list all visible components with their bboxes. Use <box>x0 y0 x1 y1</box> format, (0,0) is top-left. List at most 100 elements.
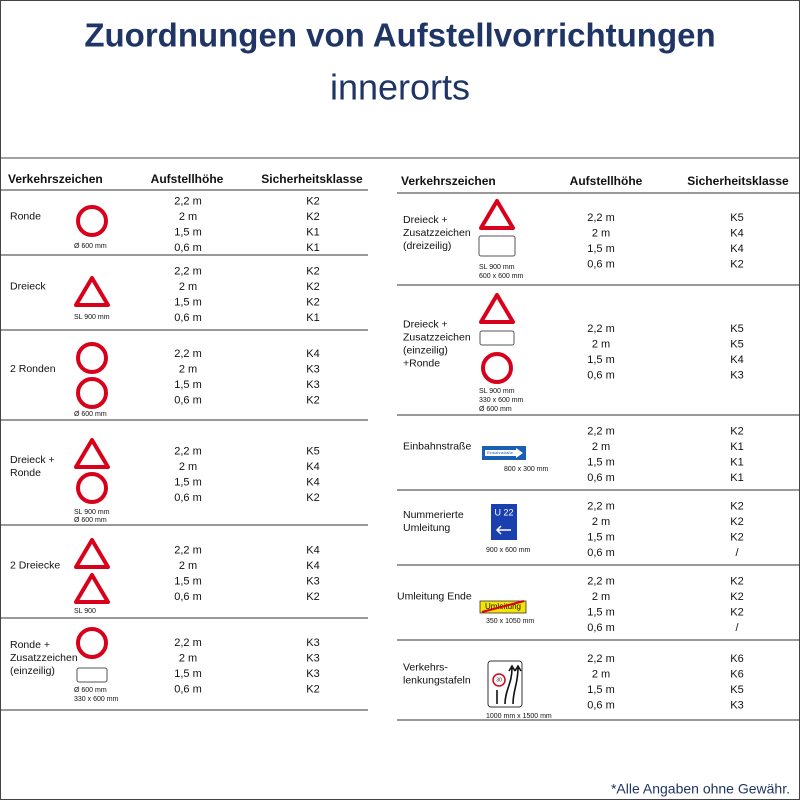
sign-text: Einbahnstraße <box>487 450 514 455</box>
size-label: SL 900 mm <box>479 388 515 395</box>
class-value: K2 <box>730 606 743 618</box>
class-value: K2 <box>306 492 319 504</box>
size-label: Ø 600 mm <box>74 687 107 694</box>
triangle-sign <box>74 538 110 569</box>
class-value: K3 <box>306 575 319 587</box>
class-value: K4 <box>306 560 319 572</box>
triangle-sign <box>479 199 515 230</box>
row-label: Dreieck + <box>403 318 448 330</box>
detour-sign <box>491 504 517 540</box>
round-sign <box>76 205 108 237</box>
round-sign <box>76 472 108 504</box>
round-sign <box>76 342 108 374</box>
class-value: K2 <box>730 531 743 543</box>
height-value: 2,2 m <box>174 195 202 207</box>
height-value: 2,2 m <box>587 575 615 587</box>
class-value: K2 <box>306 281 319 293</box>
supplementary-sign <box>479 330 515 346</box>
class-value: K6 <box>730 653 743 665</box>
height-value: 0,6 m <box>174 242 202 254</box>
height-value: 2 m <box>179 652 197 664</box>
row-label: Umleitung <box>403 522 450 534</box>
height-value: 2,2 m <box>587 323 615 335</box>
column-header: Verkehrszeichen <box>8 172 103 186</box>
height-value: 1,5 m <box>174 668 202 680</box>
class-value: K2 <box>306 394 319 406</box>
class-value: K1 <box>730 472 743 484</box>
row-label: +Ronde <box>403 357 440 369</box>
size-label: 900 x 600 mm <box>486 547 531 554</box>
class-value: K5 <box>306 445 319 457</box>
class-value: K2 <box>730 500 743 512</box>
supplementary-sign <box>76 667 108 683</box>
height-value: 2 m <box>592 441 610 453</box>
height-value: 1,5 m <box>174 476 202 488</box>
row-label: Dreieck + <box>10 454 55 466</box>
size-label: 330 x 600 mm <box>74 696 119 703</box>
class-value: K1 <box>306 226 319 238</box>
class-value: K2 <box>306 296 319 308</box>
class-value: K4 <box>730 243 743 255</box>
row-label: Ronde <box>10 467 41 479</box>
triangle-sign <box>479 293 515 324</box>
size-label: Ø 600 mm <box>74 243 107 250</box>
row-label: lenkungstafeln <box>403 674 471 686</box>
class-value: / <box>735 622 739 634</box>
height-value: 2,2 m <box>587 653 615 665</box>
row-label: Verkehrs- <box>403 661 448 673</box>
height-value: 1,5 m <box>174 379 202 391</box>
height-value: 0,6 m <box>174 312 202 324</box>
size-label: 330 x 600 mm <box>479 397 524 404</box>
row-label: Ronde + <box>10 639 50 651</box>
height-value: 2 m <box>592 591 610 603</box>
class-value: K1 <box>730 441 743 453</box>
column-header: Aufstellhöhe <box>151 172 224 186</box>
height-value: 1,5 m <box>174 296 202 308</box>
footnote: *Alle Angaben ohne Gewähr. <box>611 781 790 797</box>
size-label: SL 900 mm <box>479 264 515 271</box>
class-value: K2 <box>306 211 319 223</box>
height-value: 2,2 m <box>174 265 202 277</box>
height-value: 1,5 m <box>587 354 615 366</box>
row-label: Zusatzzeichen <box>10 652 78 664</box>
height-value: 2 m <box>179 211 197 223</box>
class-value: K4 <box>306 544 319 556</box>
column-header: Sicherheitsklasse <box>687 174 789 188</box>
height-value: 1,5 m <box>587 243 615 255</box>
class-value: K5 <box>730 212 743 224</box>
height-value: 0,6 m <box>587 472 615 484</box>
height-value: 0,6 m <box>174 591 202 603</box>
round-sign <box>481 352 513 384</box>
height-value: 2 m <box>592 668 610 680</box>
speed-ring <box>492 673 506 687</box>
size-label: SL 900 mm <box>74 509 110 516</box>
height-value: 2,2 m <box>174 445 202 457</box>
height-value: 2,2 m <box>174 544 202 556</box>
class-value: K4 <box>306 348 319 360</box>
row-label: Zusatzzeichen <box>403 227 471 239</box>
column-header: Verkehrszeichen <box>401 174 496 188</box>
height-value: 2,2 m <box>587 500 615 512</box>
class-value: K4 <box>306 476 319 488</box>
class-value: K2 <box>730 425 743 437</box>
row-label: 2 Ronden <box>10 363 56 375</box>
class-value: K3 <box>306 379 319 391</box>
size-label: 1000 mm x 1500 mm <box>486 713 552 720</box>
class-value: K1 <box>306 312 319 324</box>
class-value: K2 <box>730 516 743 528</box>
triangle-sign <box>74 276 110 307</box>
class-value: K2 <box>730 591 743 603</box>
row-label: Dreieck + <box>403 214 448 226</box>
row-label: (einzeilig) <box>403 344 448 356</box>
row-label: (dreizeilig) <box>403 240 451 252</box>
height-value: 1,5 m <box>587 684 615 696</box>
class-value: K5 <box>730 684 743 696</box>
class-value: K2 <box>306 265 319 277</box>
size-label: SL 900 mm <box>74 314 110 321</box>
size-label: Ø 600 mm <box>74 517 107 524</box>
size-label: Ø 600 mm <box>74 411 107 418</box>
height-value: 0,6 m <box>174 683 202 695</box>
class-value: K3 <box>306 668 319 680</box>
class-value: K4 <box>306 461 319 473</box>
